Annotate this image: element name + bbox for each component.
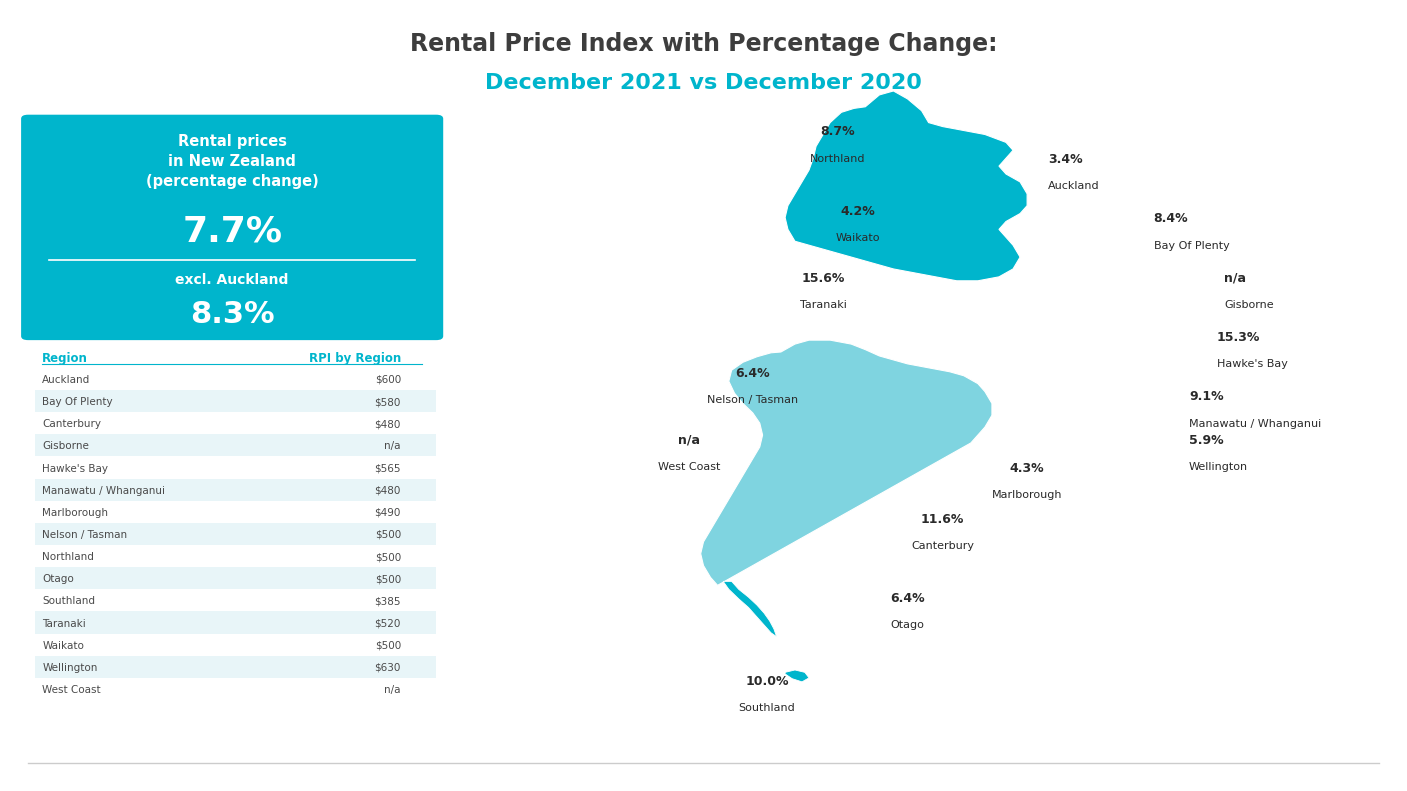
Text: Canterbury: Canterbury (42, 419, 101, 430)
Bar (35, 368, 436, 390)
Polygon shape (723, 581, 777, 637)
Text: Northland: Northland (42, 552, 94, 562)
Text: $480: $480 (374, 419, 401, 430)
Text: 3.4%: 3.4% (1048, 153, 1083, 166)
Text: West Coast: West Coast (658, 462, 720, 472)
Text: $630: $630 (374, 663, 401, 673)
Text: Auckland: Auckland (1048, 181, 1100, 191)
Text: 15.3%: 15.3% (1217, 331, 1261, 344)
Text: $500: $500 (374, 641, 401, 651)
Bar (35, 656, 436, 678)
Text: Waikato: Waikato (836, 233, 881, 243)
Text: 4.2%: 4.2% (841, 205, 875, 218)
Text: Marlborough: Marlborough (992, 490, 1062, 500)
Text: $500: $500 (374, 530, 401, 540)
Text: $480: $480 (374, 486, 401, 496)
Text: $490: $490 (374, 508, 401, 518)
Text: n/a: n/a (678, 434, 701, 447)
Text: 4.3%: 4.3% (1010, 462, 1044, 475)
Bar (35, 456, 436, 479)
Text: Region: Region (42, 352, 89, 365)
Bar (35, 545, 436, 567)
Text: n/a: n/a (384, 685, 401, 695)
Text: 8.3%: 8.3% (190, 300, 274, 329)
Polygon shape (785, 670, 809, 682)
Text: Southland: Southland (42, 596, 96, 607)
Text: Rental prices
in New Zealand
(percentage change): Rental prices in New Zealand (percentage… (146, 134, 318, 189)
Text: Bay Of Plenty: Bay Of Plenty (1154, 240, 1230, 251)
Text: $580: $580 (374, 397, 401, 407)
Text: Auckland: Auckland (42, 375, 90, 385)
Text: excl. Auckland: excl. Auckland (176, 273, 288, 286)
Text: 10.0%: 10.0% (746, 676, 788, 688)
Text: Southland: Southland (739, 703, 795, 713)
Text: 8.7%: 8.7% (820, 126, 854, 138)
Text: Wellington: Wellington (1189, 462, 1248, 472)
Text: December 2021 vs December 2020: December 2021 vs December 2020 (485, 73, 922, 93)
Text: 6.4%: 6.4% (891, 592, 924, 605)
Polygon shape (701, 340, 992, 585)
Text: Nelson / Tasman: Nelson / Tasman (42, 530, 128, 540)
Text: $565: $565 (374, 464, 401, 474)
Text: Waikato: Waikato (42, 641, 84, 651)
Text: Wellington: Wellington (42, 663, 97, 673)
Text: Taranaki: Taranaki (799, 300, 847, 310)
Text: Marlborough: Marlborough (42, 508, 108, 518)
Text: Hawke's Bay: Hawke's Bay (1217, 359, 1287, 369)
Text: Manawatu / Whanganui: Manawatu / Whanganui (1189, 418, 1321, 429)
Text: $385: $385 (374, 596, 401, 607)
Text: 9.1%: 9.1% (1189, 391, 1224, 403)
Text: Gisborne: Gisborne (1224, 300, 1273, 310)
Text: Northland: Northland (809, 153, 865, 164)
Bar (35, 567, 436, 589)
Bar (35, 634, 436, 656)
Text: Hawke's Bay: Hawke's Bay (42, 464, 108, 474)
Text: Gisborne: Gisborne (42, 441, 89, 452)
Text: $520: $520 (374, 619, 401, 629)
Bar (35, 523, 436, 545)
Bar (35, 390, 436, 412)
Bar (35, 434, 436, 456)
Text: Otago: Otago (42, 574, 75, 585)
Bar (35, 501, 436, 523)
Text: Rental Price Index with Percentage Change:: Rental Price Index with Percentage Chang… (409, 32, 998, 55)
Bar (35, 479, 436, 501)
Text: $500: $500 (374, 552, 401, 562)
Text: n/a: n/a (1224, 272, 1247, 285)
Bar (35, 589, 436, 611)
Text: 11.6%: 11.6% (922, 513, 964, 526)
Text: 8.4%: 8.4% (1154, 213, 1189, 225)
Text: Otago: Otago (891, 620, 924, 630)
FancyBboxPatch shape (21, 115, 443, 340)
Text: Bay Of Plenty: Bay Of Plenty (42, 397, 113, 407)
Bar (35, 611, 436, 634)
Text: Taranaki: Taranaki (42, 619, 86, 629)
Text: 5.9%: 5.9% (1189, 434, 1224, 447)
Text: Nelson / Tasman: Nelson / Tasman (708, 395, 798, 405)
Text: Canterbury: Canterbury (912, 541, 974, 551)
Text: n/a: n/a (384, 441, 401, 452)
Text: 15.6%: 15.6% (802, 272, 844, 285)
Text: $600: $600 (374, 375, 401, 385)
Text: West Coast: West Coast (42, 685, 101, 695)
Bar (35, 412, 436, 434)
Text: RPI by Region: RPI by Region (308, 352, 401, 365)
Text: Manawatu / Whanganui: Manawatu / Whanganui (42, 486, 165, 496)
Polygon shape (785, 91, 1027, 281)
Text: 7.7%: 7.7% (182, 215, 283, 248)
Text: 6.4%: 6.4% (736, 367, 770, 380)
Text: $500: $500 (374, 574, 401, 585)
Bar (35, 678, 436, 700)
